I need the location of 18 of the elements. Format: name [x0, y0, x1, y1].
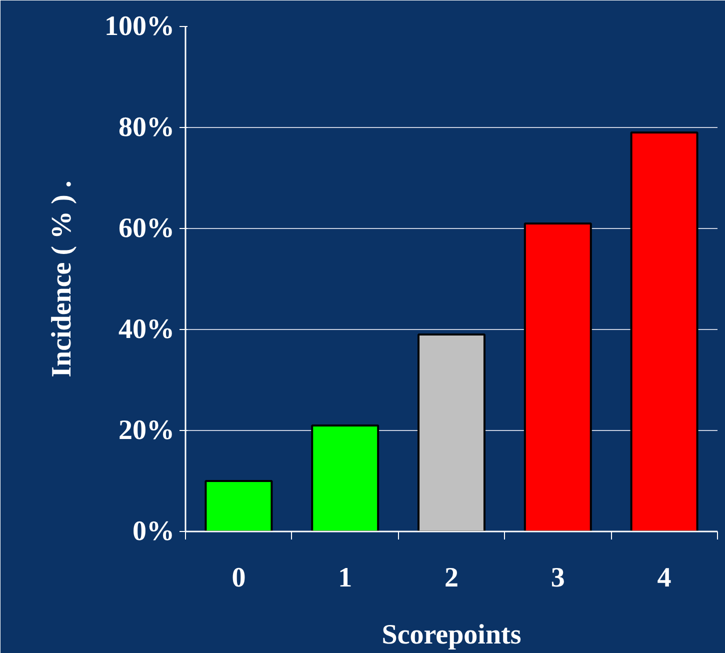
bar [630, 132, 698, 532]
y-tick-label: 80% [118, 112, 174, 143]
y-axis-title: Incidence ( % ) . [46, 180, 78, 378]
x-tick-label: 3 [550, 562, 565, 594]
x-tick-label: 0 [232, 562, 246, 594]
y-tick-label: 20% [118, 415, 174, 446]
bar [524, 222, 592, 532]
y-tick-label: 100% [104, 11, 174, 42]
y-tick-label: 40% [118, 314, 174, 345]
x-axis-title: Scorepoints [382, 620, 522, 650]
y-tick-label: 60% [118, 213, 174, 244]
x-tick-label: 1 [338, 562, 352, 594]
x-tick-label: 2 [444, 562, 458, 594]
y-tick-label: 0% [132, 516, 174, 547]
x-tick-label: 4 [657, 562, 672, 594]
bar [204, 480, 273, 532]
bar [418, 334, 486, 532]
bar [311, 424, 380, 532]
